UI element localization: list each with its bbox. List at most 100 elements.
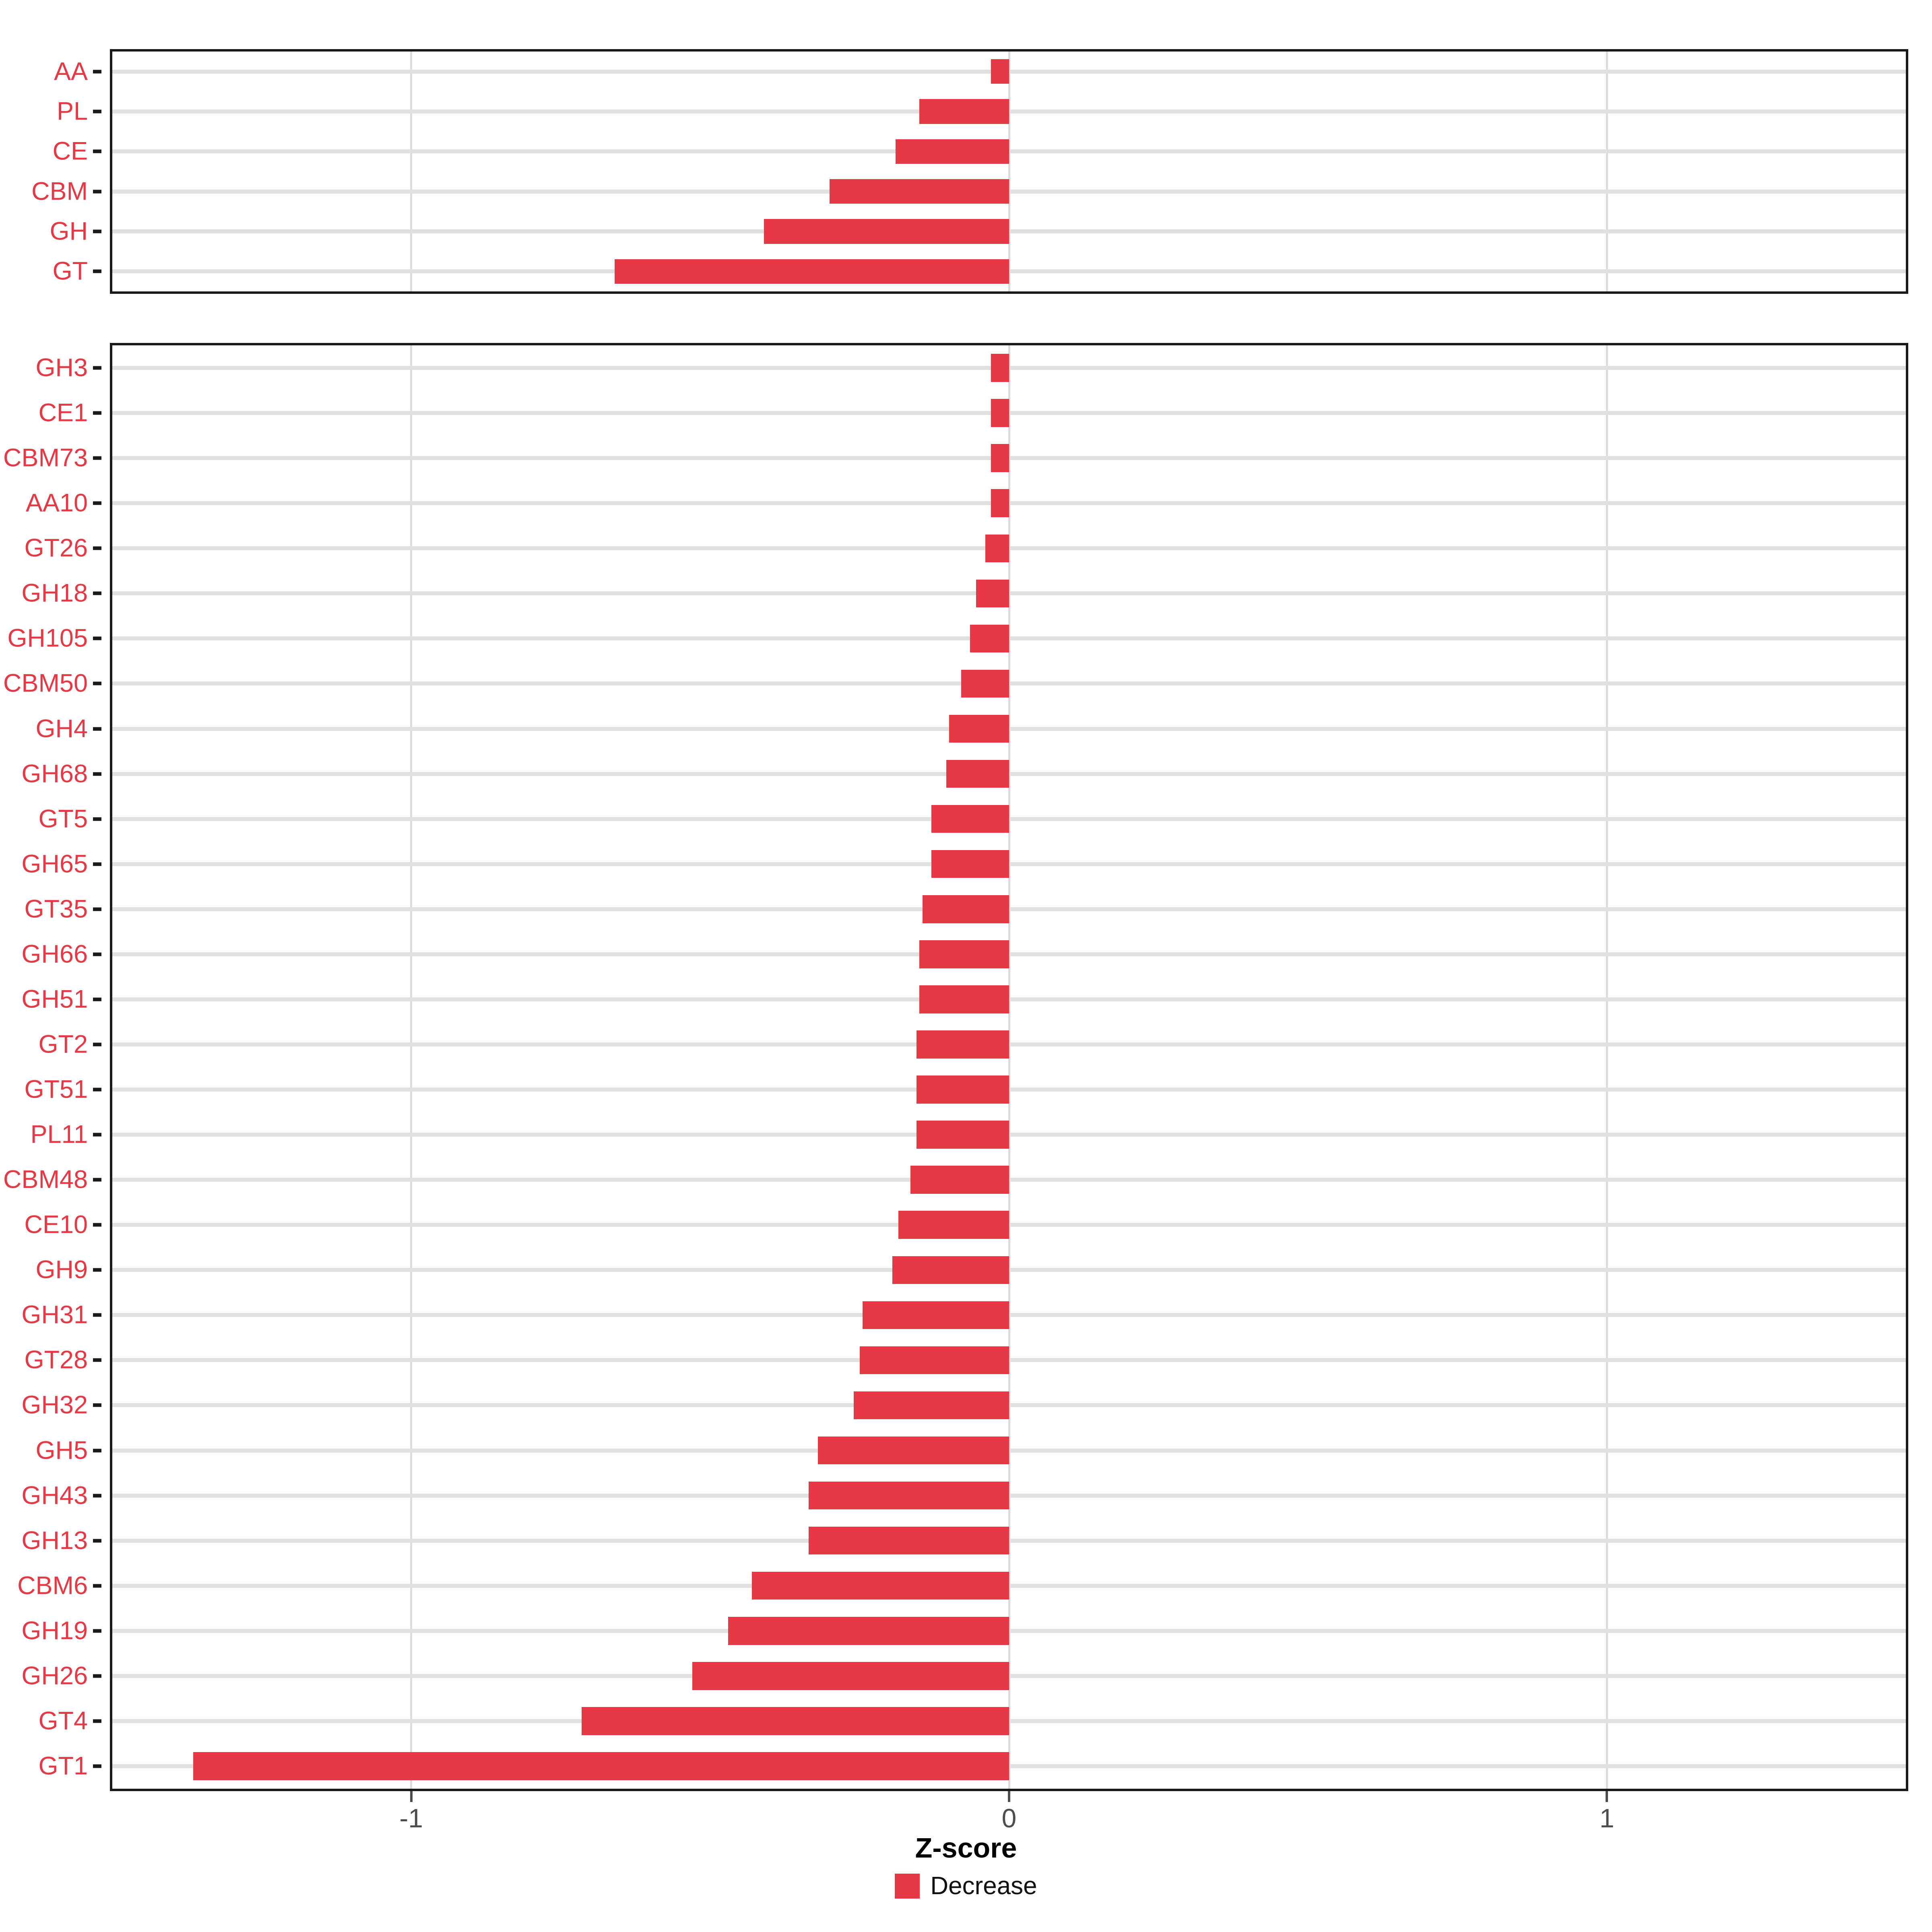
bar [910,1166,1009,1193]
y-axis-tick-mark [93,1539,101,1542]
bar [931,805,1009,833]
y-axis-tick-label: CE10 [24,1212,88,1238]
y-axis-tick-mark [93,727,101,731]
y-axis-tick-mark [93,1178,101,1182]
y-axis-tick-label: GH43 [21,1483,88,1508]
y-axis-tick-label: GH51 [21,987,88,1012]
y-axis-tick-label: GT4 [38,1708,88,1734]
bar [931,850,1009,878]
bar [860,1346,1009,1374]
bar [991,354,1009,382]
y-axis-tick-mark [93,1042,101,1046]
y-axis-tick-label: GT26 [24,536,88,561]
y-axis-tick-mark [93,862,101,866]
y-axis-tick-label: CE1 [38,400,88,426]
y-axis-tick-label: AA [54,59,88,84]
y-axis-tick-label: GT5 [38,806,88,832]
y-axis-tick-label: GH32 [21,1393,88,1418]
y-axis-tick-label: GH105 [7,626,88,651]
y-axis-tick-label: GH26 [21,1663,88,1688]
y-axis-tick-label: CBM50 [3,671,88,696]
y-axis-tick-mark [93,637,101,640]
y-axis-tick-label: GH4 [35,716,88,741]
y-axis-tick-mark [93,1584,101,1587]
y-axis-tick-mark [93,547,101,550]
y-axis-tick-mark [93,1719,101,1723]
bar [692,1662,1009,1690]
bar [970,625,1009,652]
y-axis-tick-label: GT2 [38,1032,88,1057]
y-axis-tick-label: AA10 [26,491,88,516]
y-axis-tick-label: GH9 [35,1257,88,1283]
y-axis-tick-mark [93,110,101,114]
bar [991,489,1009,517]
y-axis-tick-mark [93,1404,101,1407]
y-axis-tick-mark [93,1494,101,1497]
y-axis-tick-mark [93,411,101,415]
bar [898,1211,1009,1238]
y-axis-tick-mark [93,270,101,273]
y-axis-tick-label: GH18 [21,581,88,606]
bar [863,1301,1009,1329]
bar [991,59,1009,84]
y-axis-tick-mark [93,817,101,821]
bar [809,1527,1009,1554]
y-axis-tick-mark [93,502,101,505]
y-axis-tick-mark [93,997,101,1001]
y-axis-tick-label: PL11 [31,1122,88,1148]
y-axis-tick-label: GT28 [24,1348,88,1373]
bottom-panel-plot-area [110,343,1908,1791]
y-axis-tick-label: PL [57,99,88,124]
bar [896,139,1009,164]
y-axis-tick-mark [93,1133,101,1137]
y-axis-tick-mark [93,592,101,595]
y-axis-tick-mark [93,1223,101,1227]
y-axis-tick-mark [93,1764,101,1768]
top-panel-y-axis: AAPLCECBMGHGT [0,49,101,294]
bar [991,444,1009,472]
bar [752,1572,1009,1600]
y-axis-tick-mark [93,1449,101,1452]
bar [991,399,1009,427]
y-axis-tick-label: GT35 [24,896,88,922]
x-axis-tick-label: 0 [1002,1805,1017,1831]
y-axis-tick-label: GH [50,219,88,244]
x-axis-tick-mark [410,1791,413,1802]
bar [949,715,1009,743]
bar [919,99,1009,124]
y-axis-tick-mark [93,190,101,193]
bar [985,535,1009,562]
y-axis-tick-label: GH13 [21,1528,88,1553]
y-axis-tick-mark [93,772,101,776]
y-axis-tick-mark [93,952,101,956]
y-axis-tick-mark [93,1629,101,1633]
x-axis-tick-label: -1 [399,1805,423,1831]
bar [615,259,1009,284]
y-axis-tick-label: GH66 [21,941,88,967]
bar [830,179,1009,204]
y-axis-tick-mark [93,456,101,460]
x-axis-tick-label: 1 [1600,1805,1614,1831]
top-panel-plot-area [110,49,1908,294]
bar [919,985,1009,1013]
y-axis-tick-mark [93,366,101,370]
bar [946,760,1009,788]
bar [764,219,1009,244]
bar [961,670,1009,698]
top-panel-bars [112,52,1906,291]
legend-swatch-decrease [895,1874,920,1899]
bar [892,1256,1009,1284]
y-axis-tick-mark [93,1358,101,1362]
y-axis-tick-label: CBM [31,179,88,204]
y-axis-tick-label: GH3 [35,355,88,381]
bottom-panel-bars [112,345,1906,1789]
bar [916,1030,1009,1058]
y-axis-tick-mark [93,70,101,73]
y-axis-tick-label: GH31 [21,1302,88,1328]
bar [919,940,1009,968]
bar [818,1437,1009,1464]
bar [728,1617,1009,1645]
bar [809,1482,1009,1509]
y-axis-tick-mark [93,1674,101,1678]
y-axis-tick-label: GH5 [35,1438,88,1463]
